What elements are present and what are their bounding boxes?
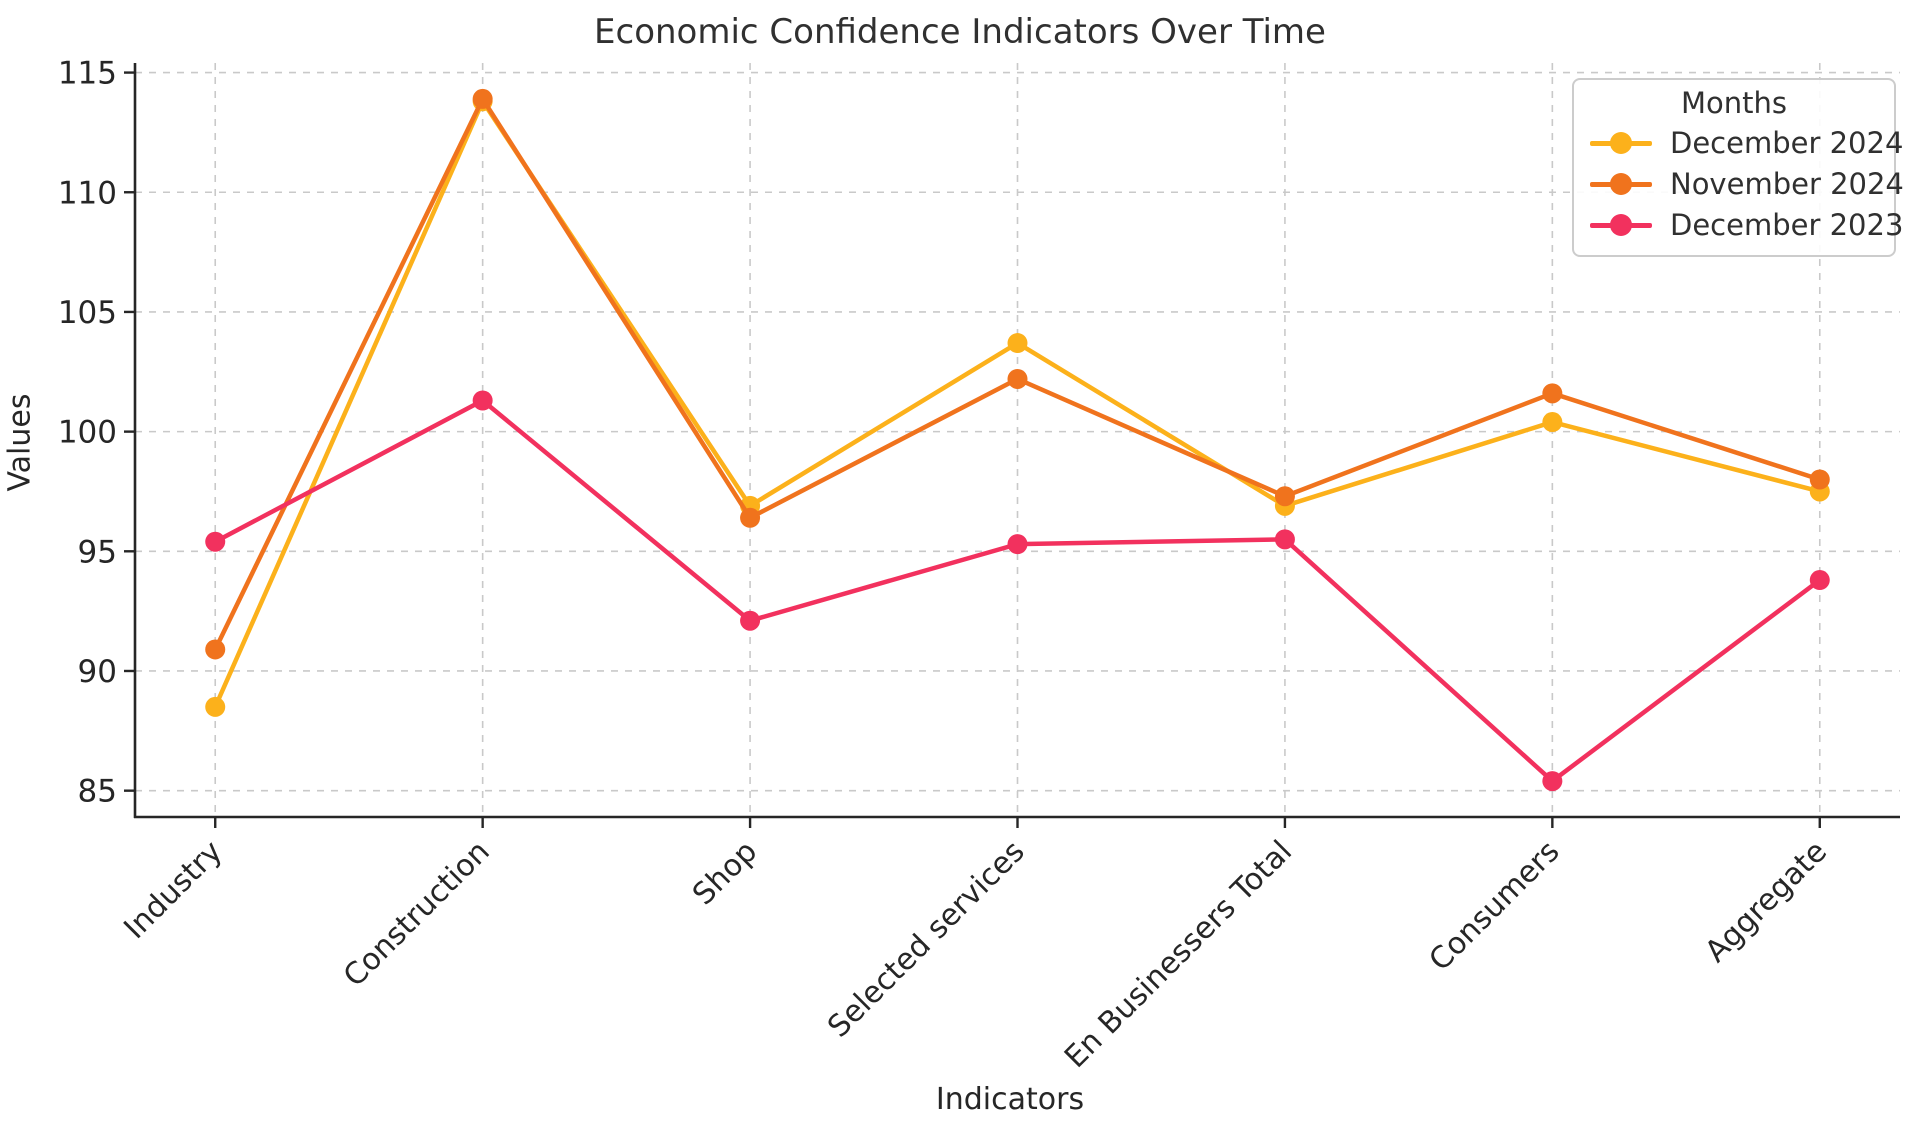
y-tick-label: 115 [58,56,117,92]
legend-label: December 2023 [1670,207,1904,242]
legend-swatch [1590,213,1652,237]
data-point [740,507,761,528]
series-december-2023 [205,390,1830,792]
y-tick-label: 100 [58,415,117,451]
legend-title: Months [1680,86,1787,120]
y-axis-label: Values [2,393,38,492]
y-tick-label: 95 [78,534,117,570]
legend-swatch [1590,131,1652,155]
data-point [472,390,493,411]
x-tick-label: Industry [117,834,229,946]
legend-label: November 2024 [1670,166,1904,201]
legend-label: December 2024 [1670,125,1904,160]
legend-swatch [1590,172,1652,196]
data-point [205,531,226,552]
legend-entry-december-2024[interactable]: December 2024 [1590,122,1903,163]
legend-entry-december-2023[interactable]: December 2023 [1590,204,1903,245]
data-point [1007,368,1028,389]
data-point [1274,529,1295,550]
legend-marker-icon [1610,213,1632,236]
x-tick-label: Shop [686,834,764,912]
chart-title: Economic Confidence Indicators Over Time [594,12,1326,52]
legend-marker-icon [1610,131,1632,154]
data-point [1542,771,1563,792]
y-tick-label: 110 [58,175,117,211]
data-point [205,639,226,660]
data-point [1542,383,1563,404]
x-tick-label: Construction [337,834,497,994]
data-point [205,696,226,717]
legend: Months December 2024 November 2024 Decem… [1572,78,1904,257]
data-point [472,88,493,109]
data-series [205,88,1830,792]
y-tick-label: 105 [58,295,117,331]
data-point [1809,570,1830,591]
legend-entry-november-2024[interactable]: November 2024 [1590,163,1904,204]
data-point [1274,486,1295,507]
data-point [1809,469,1830,490]
x-tick-label: Aggregate [1699,834,1834,969]
x-axis-label: Indicators [935,1082,1085,1117]
x-tick-label: Consumers [1423,834,1567,978]
data-point [740,610,761,631]
data-point [1007,333,1028,354]
legend-marker-icon [1610,172,1632,195]
x-tick-label: En Businessers Total [1058,834,1299,1075]
y-tick-label: 90 [78,654,117,690]
y-tick-label: 85 [78,774,117,810]
data-point [1542,412,1563,433]
x-tick-label: Selected services [821,834,1031,1044]
series-november-2024 [205,88,1830,660]
data-point [1007,534,1028,555]
